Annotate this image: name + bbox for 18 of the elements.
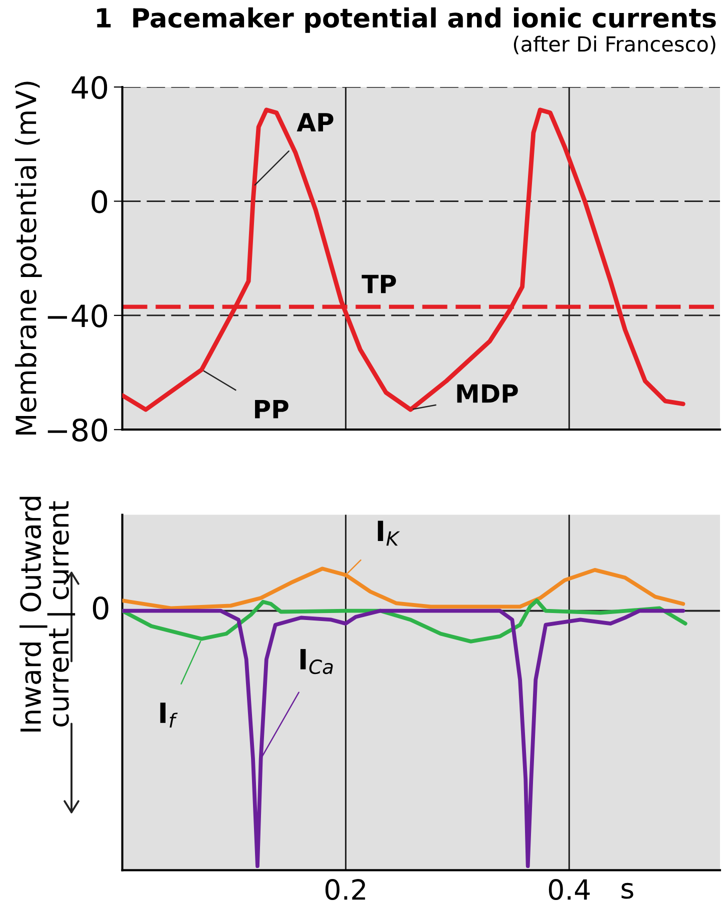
y-tick-label: 40 (72, 76, 108, 100)
ref-line-label: TP (362, 274, 396, 294)
chart-title: 1 Pacemaker potential and ionic currents (97, 7, 716, 33)
y-axis-title: Inward | Outward current | current (20, 496, 76, 732)
y-tick-label: −80 (48, 418, 108, 442)
x-axis-title: s (622, 882, 634, 899)
annotation: AP (296, 113, 334, 132)
series-label: I$_{K}$ (378, 520, 400, 546)
chart-subtitle: (after Di Francesco) (514, 36, 716, 54)
y-tick-label: −40 (48, 304, 108, 328)
y-axis-title: Membrane potential (mV) (14, 82, 42, 435)
annotation: MDP (457, 384, 518, 403)
x-tick-label: 0.2 (325, 879, 366, 900)
annotation: PP (255, 400, 288, 418)
series-label: I$_{Ca}$ (300, 649, 333, 674)
x-tick-label: 0.4 (548, 879, 590, 900)
legend-label: I$_{f}$ (160, 702, 178, 728)
y-tick-label: 0 (92, 190, 108, 214)
